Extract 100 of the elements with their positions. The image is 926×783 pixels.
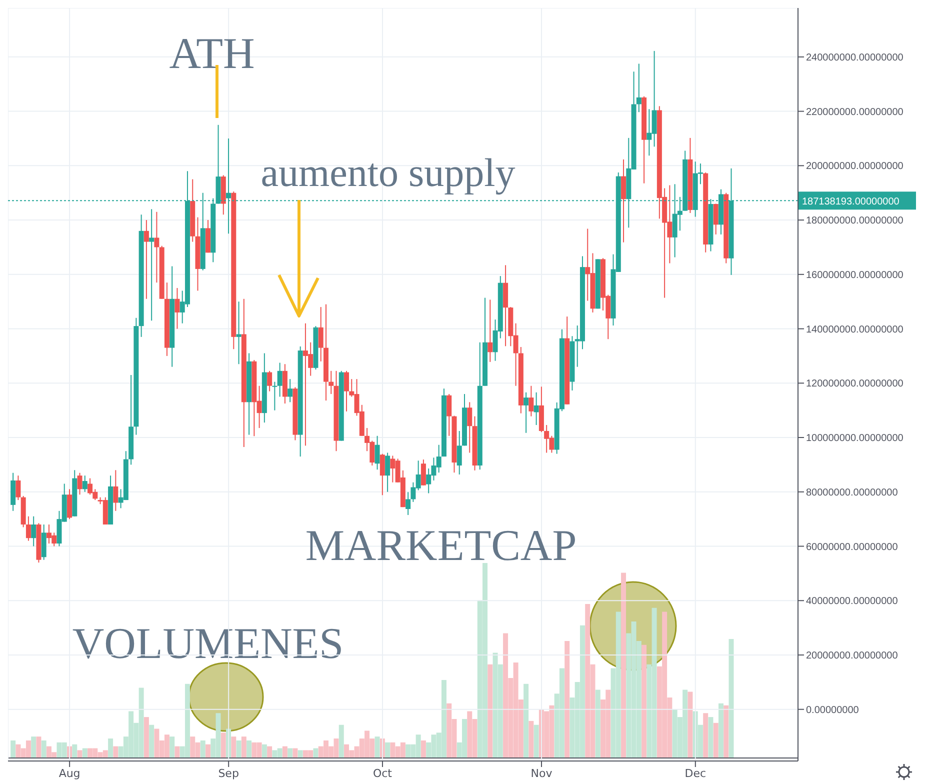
bar (718, 703, 724, 758)
y-tick-label: 0.00000000 (806, 704, 860, 716)
bar (82, 748, 88, 758)
candlestick (488, 299, 493, 362)
y-tick-label: 200000000.00000000 (806, 161, 904, 172)
x-tick-label: Nov (530, 766, 553, 780)
candlestick (267, 370, 272, 392)
candlestick (374, 435, 380, 470)
bar (420, 740, 426, 758)
candlestick (174, 287, 180, 330)
bar (206, 744, 210, 758)
candlestick (272, 381, 278, 411)
bar (241, 736, 246, 758)
candlestick (528, 385, 534, 417)
candlestick (328, 370, 334, 395)
bar (534, 724, 539, 758)
annotation: aumento supply (260, 150, 516, 195)
candlestick (344, 370, 350, 412)
bar (288, 748, 293, 758)
bar (621, 572, 626, 758)
bar (338, 724, 344, 758)
x-tick-label: Aug (58, 766, 80, 780)
candlestick (236, 301, 242, 365)
y-tick-label: 220000000.00000000 (806, 106, 904, 118)
candlestick (26, 516, 31, 542)
bar (220, 732, 226, 758)
candlestick (82, 475, 88, 492)
y-tick-label: 140000000.00000000 (806, 324, 904, 336)
annotation: ATH (169, 29, 255, 78)
candlestick (385, 452, 390, 492)
candlestick (113, 470, 118, 512)
y-tick-label: 60000000.00000000 (806, 542, 898, 553)
y-tick-label: 240000000.00000000 (806, 52, 904, 64)
y-tick-label: 80000000.00000000 (806, 487, 898, 498)
bar (113, 746, 118, 758)
bar (246, 740, 252, 758)
bar (41, 740, 46, 758)
y-tick-label: 120000000.00000000 (806, 378, 904, 390)
candlestick (380, 453, 385, 496)
bar (713, 722, 718, 758)
y-tick-label: 180000000.00000000 (806, 216, 904, 227)
candlestick (318, 306, 324, 362)
bar (564, 641, 570, 758)
ref-line-label: 187138193.00000000 (802, 196, 900, 208)
annotation: VOLUMENES (72, 619, 344, 668)
x-tick-label: Dec (684, 766, 706, 780)
bar (231, 736, 236, 758)
bar (174, 746, 180, 758)
candlestick (467, 402, 472, 454)
candlestick (524, 392, 529, 434)
candlestick (288, 378, 293, 403)
bar (236, 740, 242, 758)
bar (642, 644, 647, 758)
bar (108, 738, 114, 758)
candlestick (713, 203, 718, 235)
candlestick (16, 475, 21, 501)
candlestick (31, 516, 36, 547)
candlestick (420, 459, 426, 486)
bar (36, 736, 42, 758)
bar (262, 744, 267, 758)
bar (524, 684, 529, 758)
bar (528, 720, 534, 758)
y-tick-label: 40000000.00000000 (806, 596, 898, 608)
bar (703, 713, 708, 758)
candlestick (621, 158, 626, 243)
bar (313, 748, 318, 758)
candlestick (77, 472, 82, 496)
bar (488, 664, 493, 758)
candlestick (66, 488, 72, 520)
bar (724, 705, 729, 758)
bar (708, 717, 714, 758)
y-tick-label: 20000000.00000000 (806, 650, 898, 662)
bar (267, 746, 272, 758)
bar (374, 736, 380, 758)
candlestick (144, 220, 149, 300)
bar (77, 750, 82, 758)
bar (385, 742, 390, 758)
bar (144, 717, 149, 758)
bar (170, 736, 175, 758)
y-tick-label: 100000000.00000000 (806, 433, 904, 444)
bar (200, 740, 206, 758)
bar (10, 740, 16, 758)
candlestick (446, 394, 452, 436)
candlestick (456, 430, 462, 475)
bar (292, 748, 298, 758)
annotation: MARKETCAP (305, 521, 577, 570)
candlestick (406, 492, 411, 516)
candlestick (154, 211, 160, 284)
bar (149, 724, 154, 758)
bar (595, 690, 600, 758)
candlestick (534, 392, 539, 426)
bar (282, 746, 288, 758)
x-tick-label: Sep (218, 766, 239, 780)
x-tick-label: Oct (372, 766, 393, 780)
candlestick (636, 63, 642, 113)
candlestick (277, 362, 282, 398)
bar (728, 639, 734, 758)
bar (72, 744, 78, 758)
bar (688, 692, 693, 758)
candlestick (149, 208, 154, 322)
